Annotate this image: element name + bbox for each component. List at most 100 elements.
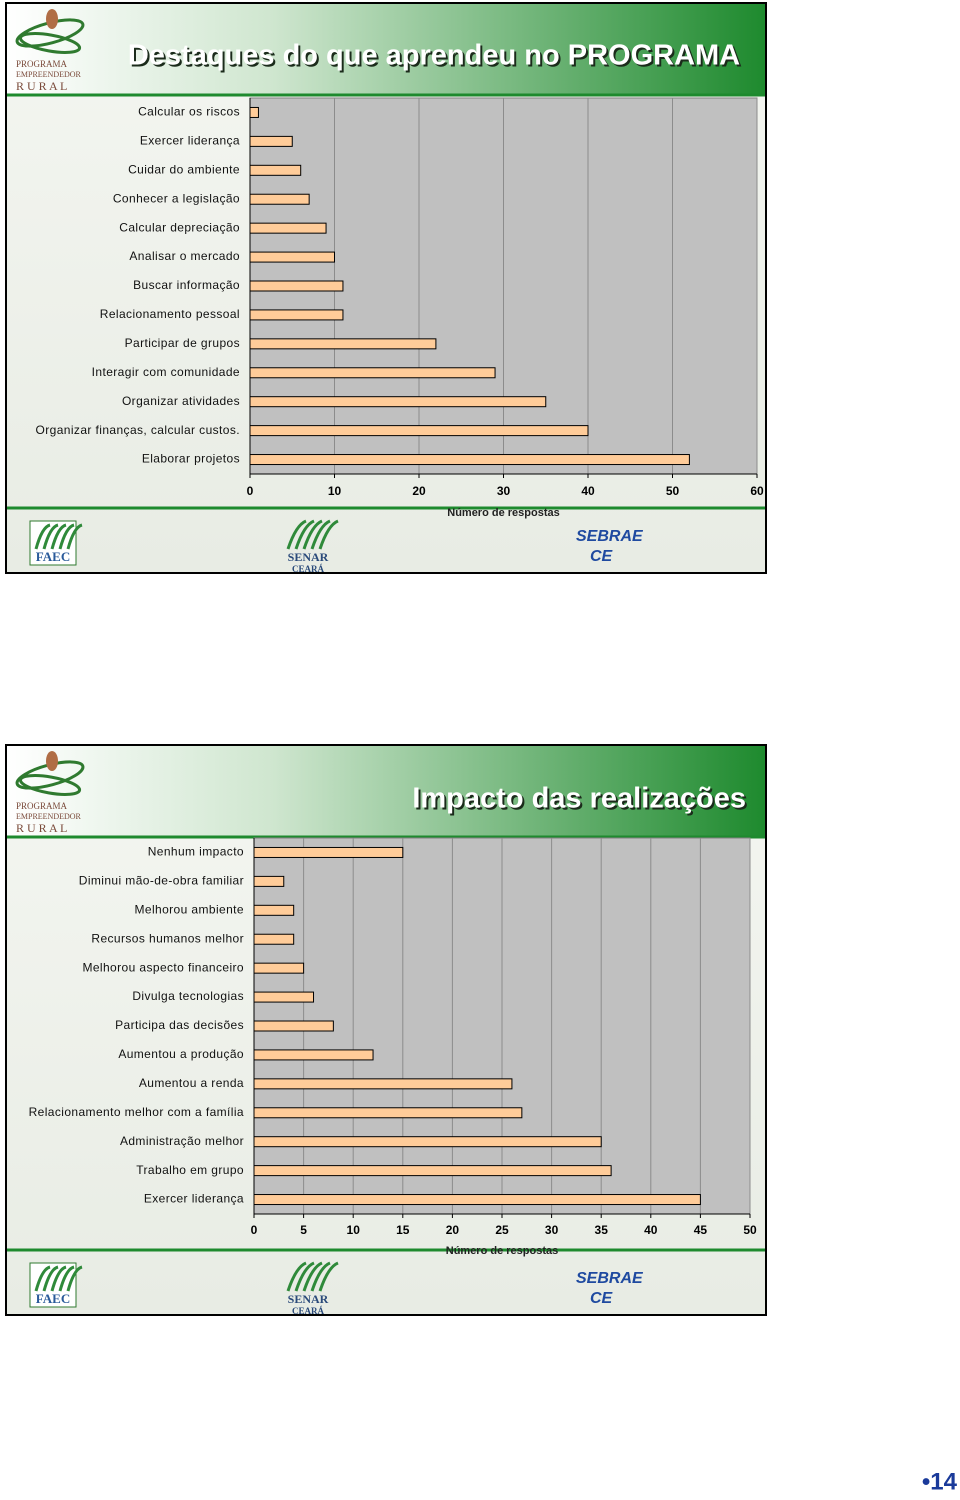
category-label: Cuidar do ambiente [128,162,240,176]
x-tick-label: 10 [347,1223,361,1237]
logo-seed [46,9,58,29]
category-label: Nenhum impacto [148,845,244,859]
faec-logo-leaf [34,523,51,550]
category-label: Exercer liderança [144,1192,244,1206]
bar [253,1165,612,1177]
senar-logo-text: SENAR [288,550,329,564]
senar-logo-leaf [302,519,323,550]
logo-seed [46,751,58,771]
bar [253,1194,701,1206]
x-tick-label: 50 [743,1223,757,1237]
x-axis-title: Número de respostas [447,507,559,519]
x-tick-label: 45 [694,1223,708,1237]
slide-header [7,746,765,837]
faec-logo-leaf [50,1265,67,1292]
faec-logo-leaf [66,1265,83,1292]
category-label: Organizar atividades [122,394,240,408]
logo-text: PROGRAMA [16,801,68,811]
x-axis-title: Número de respostas [446,1245,558,1257]
x-tick-label: 10 [328,484,342,498]
bar [249,454,690,466]
sebrae-logo-text: SEBRAE [576,528,644,545]
category-label: Participar de grupos [125,336,240,350]
slide-title: Impacto das realizações [412,783,746,815]
x-tick-label: 30 [545,1223,559,1237]
logo-text: EMPREENDEDOR [16,812,82,821]
x-tick-label: 40 [581,484,595,498]
faec-logo-leaf [42,523,59,550]
senar-logo-sub: CEARÁ [292,564,325,574]
x-tick-label: 0 [247,484,254,498]
faec-logo-leaf [58,523,75,550]
category-label: Calcular depreciação [119,220,240,234]
category-label: Buscar informação [133,278,240,292]
bar [253,962,305,974]
bar [253,1136,602,1148]
x-tick-label: 0 [251,1223,258,1237]
category-label: Organizar finanças, calcular custos. [36,423,240,437]
bar [249,367,496,379]
bar [249,280,344,292]
category-label: Aumentou a produção [118,1047,244,1061]
bar [253,875,285,887]
category-label: Divulga tecnologias [132,989,244,1003]
category-label: Calcular os riscos [138,105,240,119]
category-label: Administração melhor [120,1134,244,1148]
senar-logo-leaf [302,1261,323,1292]
bar [249,135,293,147]
slide-header [7,4,765,95]
faec-logo-leaf [42,1265,59,1292]
sebrae-logo-sub: CE [590,1290,614,1307]
senar-logo-leaf [310,1261,331,1292]
bar [253,991,315,1003]
x-tick-label: 30 [497,484,511,498]
logo-swirl [18,774,82,796]
x-tick-label: 25 [495,1223,509,1237]
bar [249,425,589,437]
category-label: Aumentou a renda [139,1076,244,1090]
category-label: Exercer liderança [140,134,240,148]
faec-logo-text: FAEC [36,1291,70,1306]
sebrae-logo-text: SEBRAE [576,1270,644,1287]
slide-title-shadow: Destaques do que aprendeu no PROGRAMA [130,42,742,74]
category-label: Relacionamento melhor com a família [29,1105,244,1119]
logo-text: R U R A L [16,821,67,835]
category-label: Diminui mão-de-obra familiar [79,874,244,888]
category-label: Trabalho em grupo [136,1163,244,1177]
senar-logo-leaf [294,519,315,550]
senar-logo-sub: CEARÁ [292,1306,325,1316]
senar-logo-leaf [318,519,339,550]
slide-title-shadow: Impacto das realizações [414,785,748,817]
x-tick-label: 20 [446,1223,460,1237]
senar-logo-text: SENAR [288,1292,329,1306]
x-tick-label: 35 [595,1223,609,1237]
bar [249,338,437,350]
category-label: Conhecer a legislação [113,191,240,205]
logo-swirl [18,32,82,54]
x-tick-label: 50 [666,484,680,498]
category-label: Melhorou aspecto financeiro [82,960,244,974]
category-label: Recursos humanos melhor [91,931,244,945]
x-tick-label: 20 [412,484,426,498]
x-tick-label: 15 [396,1223,410,1237]
category-label: Analisar o mercado [129,249,240,263]
page-number: •14 [922,1468,958,1495]
bar [249,396,547,408]
bar [249,106,259,118]
logo-text: R U R A L [16,79,67,93]
category-label: Interagir com comunidade [92,365,240,379]
logo-text: EMPREENDEDOR [16,70,82,79]
bar [253,933,295,945]
bar [253,1078,513,1090]
senar-logo-leaf [294,1261,315,1292]
category-label: Relacionamento pessoal [100,307,240,321]
bar [249,309,344,321]
faec-logo-text: FAEC [36,549,70,564]
slide-title: Destaques do que aprendeu no PROGRAMA [128,40,740,72]
faec-logo-leaf [34,1265,51,1292]
x-tick-label: 60 [750,484,764,498]
bar [253,846,404,858]
faec-logo-leaf [50,523,67,550]
